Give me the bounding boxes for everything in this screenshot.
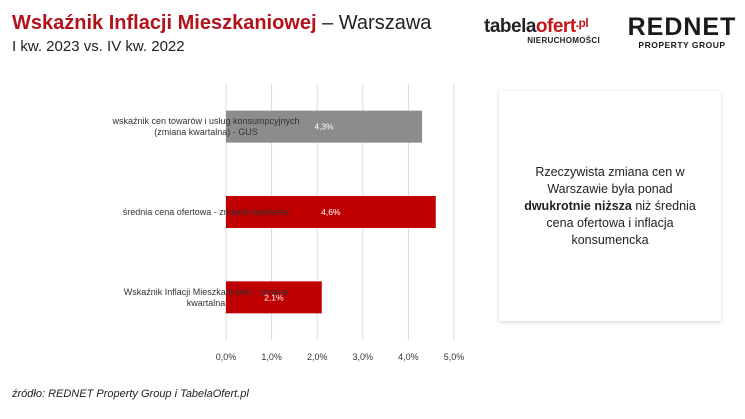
rednet-logo-tag: PROPERTY GROUP: [638, 40, 726, 50]
category-label: średnia cena ofertowa - zmiana kwartalna: [123, 207, 290, 217]
bar: [226, 281, 322, 314]
chart-subtitle: I kw. 2023 vs. IV kw. 2022: [12, 38, 185, 55]
category-label: wskaźnik cen towarów i usług konsumpcyjn…: [111, 116, 299, 126]
tabelaofert-logo-tag: NIERUCHOMOŚCI: [527, 36, 600, 45]
chart-title: Wskaźnik Inflacji Mieszkaniowej – Warsza…: [12, 10, 431, 36]
rednet-logo: REDNET PROPERTY GROUP: [627, 14, 737, 50]
bar: [226, 110, 423, 143]
comment-text: Rzeczywista zmiana cen w Warszawie była …: [520, 164, 700, 249]
bar-value-label: 4,6%: [321, 207, 341, 217]
tabelaofert-logo-suffix: .pl: [575, 16, 589, 30]
chart-title-location: – Warszawa: [316, 12, 432, 34]
category-label: Wskaźnik Inflacji Mieszkaniowej - zmiana: [124, 287, 289, 297]
comment-text-bold: dwukrotnie niższa: [524, 198, 632, 213]
category-label: (zmiana kwartalna) - GUS: [154, 127, 258, 137]
x-tick-label: 5,0%: [444, 352, 465, 362]
rednet-logo-main: REDNET: [627, 13, 737, 41]
comment-text-after: niż średnia cena ofertowa i inflacja kon…: [546, 198, 696, 247]
bar: [226, 196, 436, 228]
comment-text-before: Rzeczywista zmiana cen w Warszawie była …: [535, 164, 685, 196]
bar-value-label: 2,1%: [264, 292, 284, 302]
tabelaofert-logo: tabelaofert.pl NIERUCHOMOŚCI: [484, 16, 608, 45]
comment-box: Rzeczywista zmiana cen w Warszawie była …: [499, 91, 721, 321]
tabelaofert-logo-accent: ofert: [535, 16, 576, 37]
bar-value-label: 4,3%: [314, 122, 334, 132]
x-tick-label: 0,0%: [216, 352, 237, 362]
category-label: kwartalna: [187, 298, 226, 308]
x-tick-label: 3,0%: [353, 352, 374, 362]
tabelaofert-logo-main: tabela: [484, 16, 536, 37]
x-tick-label: 4,0%: [398, 352, 419, 362]
source-note: źródło: REDNET Property Group i TabelaOf…: [12, 388, 249, 400]
chart-title-strong: Wskaźnik Inflacji Mieszkaniowej: [12, 12, 317, 34]
x-tick-label: 2,0%: [307, 352, 328, 362]
x-tick-label: 1,0%: [261, 352, 282, 362]
